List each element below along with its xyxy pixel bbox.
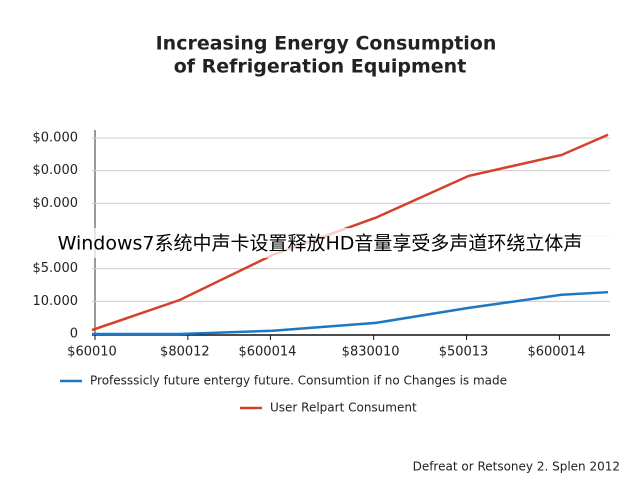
watermark: Windows7系统中声卡设置释放HD音量享受多声道环绕立体声: [58, 233, 583, 255]
data-line: [91, 133, 609, 332]
y-tick-label: $0.000: [33, 196, 79, 211]
x-tick-label: $50013: [439, 345, 489, 360]
y-tick-label: 0: [70, 327, 78, 342]
y-tick-label: 10.000: [33, 294, 79, 309]
chart-title: of Refrigeration Equipment: [174, 56, 467, 78]
x-tick-label: $600014: [238, 345, 296, 360]
watermark-band: [0, 228, 640, 258]
source: Defreat or Retsoney 2. Splen 2012: [413, 460, 620, 474]
y-tick-label: $5.000: [33, 261, 79, 276]
y-tick-label: $0.000: [33, 163, 79, 178]
x-tick-label: $600014: [527, 345, 585, 360]
data-line: [92, 290, 609, 336]
legend-label: Professsicly future entergy future. Cons…: [90, 374, 507, 388]
x-tick-label: $80012: [160, 345, 210, 360]
x-tick-label: $60010: [67, 345, 117, 360]
legend-label: User Relpart Consument: [270, 401, 417, 415]
x-tick-label: $830010: [342, 345, 400, 360]
chart-title: Increasing Energy Consumption: [156, 33, 497, 55]
y-tick-label: $0.000: [33, 131, 79, 146]
